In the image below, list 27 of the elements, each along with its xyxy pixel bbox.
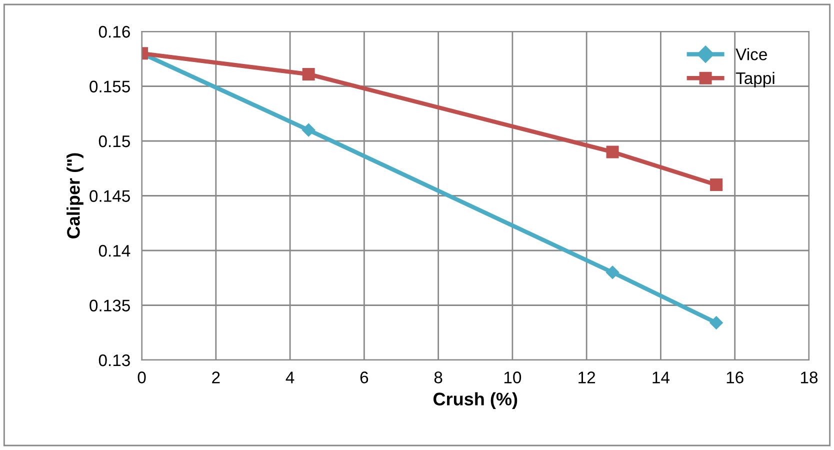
point	[606, 266, 620, 279]
point	[302, 68, 315, 80]
x-axis-title: Crush (%)	[433, 392, 518, 410]
x-tick-label: 0	[138, 372, 146, 384]
point	[710, 316, 723, 330]
x-tick-label: 6	[360, 372, 368, 384]
point	[606, 146, 619, 158]
legend-label: Vice	[736, 48, 767, 60]
x-tick-label: 4	[286, 372, 294, 384]
point	[302, 123, 316, 137]
y-tick-label: 0.16	[98, 26, 130, 38]
x-tick-label: 2	[212, 372, 220, 384]
x-tick-label: 16	[726, 372, 744, 384]
y-tick-label: 0.13	[98, 354, 130, 366]
y-tick-label: 0.15	[98, 135, 130, 148]
x-tick-label: 18	[800, 372, 818, 384]
x-tick-label: 12	[578, 372, 596, 384]
y-tick-label: 0.135	[90, 300, 130, 312]
y-axis-title: Caliper (")	[66, 153, 84, 238]
legend-label: Tappi	[736, 72, 774, 88]
x-tick-label: 14	[652, 372, 670, 384]
y-tick-label: 0.155	[90, 80, 130, 92]
point	[710, 178, 723, 192]
x-tick-label: 10	[504, 372, 522, 384]
x-tick-label: 8	[434, 372, 442, 384]
y-tick-label: 0.145	[90, 190, 130, 202]
y-tick-label: 0.14	[98, 244, 130, 257]
